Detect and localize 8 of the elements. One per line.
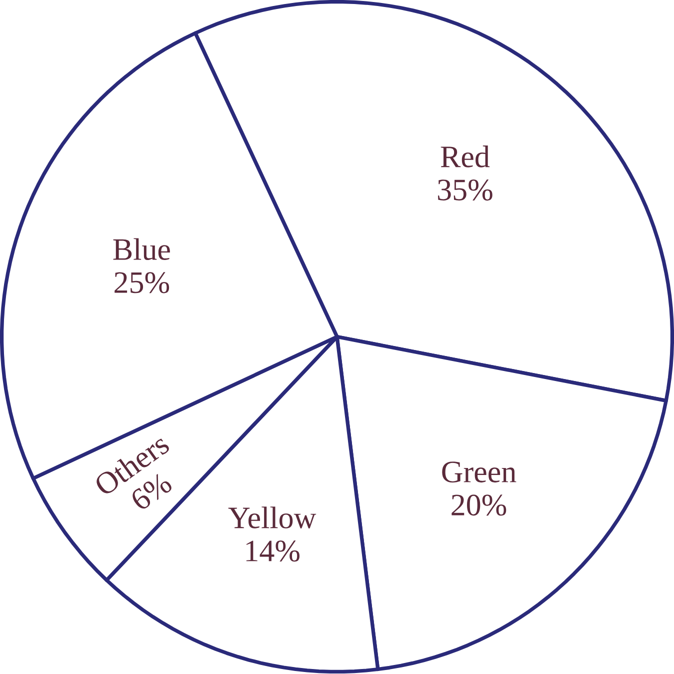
- slice-label: Blue: [113, 238, 170, 260]
- slice-label: Red: [440, 146, 490, 168]
- slice-label: Yellow: [228, 506, 316, 529]
- data-label: 14%: [246, 540, 300, 562]
- data-label: 35%: [438, 180, 492, 201]
- data-label: 25%: [114, 272, 170, 294]
- slice-label: Green: [442, 462, 516, 483]
- data-label: 20%: [452, 494, 506, 516]
